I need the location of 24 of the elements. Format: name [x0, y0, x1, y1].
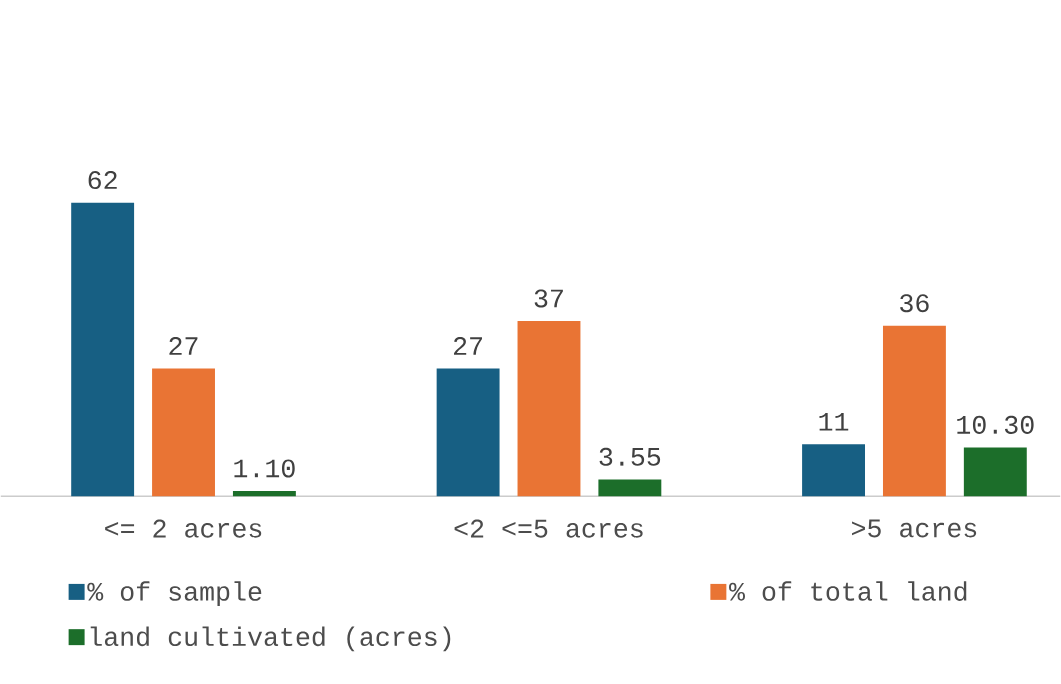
bar [436, 368, 500, 497]
legend-label: % of sample [87, 581, 262, 607]
bar [882, 325, 946, 497]
bar [802, 444, 866, 497]
legend-label: land cultivated (acres) [90, 626, 451, 652]
bar [517, 321, 581, 497]
data-label: 37 [534, 289, 563, 308]
bar [232, 491, 296, 497]
data-label: 1.10 [234, 459, 295, 478]
bar [152, 368, 215, 497]
data-label: 11 [819, 413, 849, 431]
legend-label: % of total land [729, 581, 967, 601]
data-label: 27 [454, 337, 482, 355]
data-label: 3.55 [599, 447, 661, 466]
data-label: 10.30 [957, 415, 1034, 434]
bar [963, 447, 1027, 497]
data-label: 62 [88, 171, 117, 190]
x-tick-label: >5 acres [852, 519, 977, 538]
x-tick-label: <2 <=5 acres [454, 519, 643, 538]
data-label: 27 [169, 337, 198, 355]
bar [598, 479, 662, 497]
bar [71, 202, 135, 497]
data-label: 36 [900, 294, 929, 313]
x-tick-label: <= 2 acres [105, 519, 262, 538]
